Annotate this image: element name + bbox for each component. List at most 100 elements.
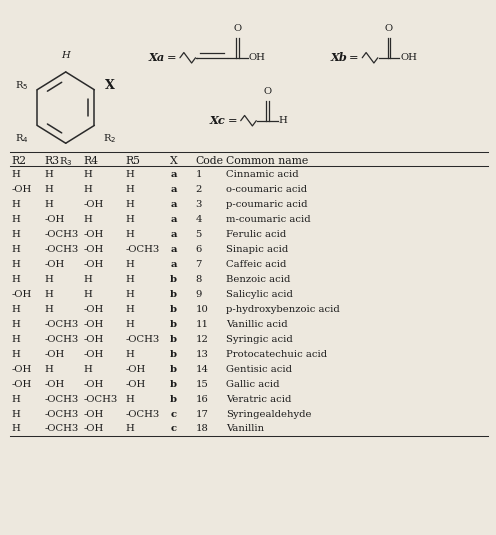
Text: Veratric acid: Veratric acid	[226, 395, 292, 403]
Text: -OH: -OH	[45, 380, 65, 388]
Text: -OH: -OH	[45, 350, 65, 359]
Text: 2: 2	[195, 186, 202, 194]
Text: R$_5$: R$_5$	[15, 79, 28, 92]
Text: a: a	[170, 171, 177, 179]
Text: H: H	[45, 201, 54, 209]
Text: H: H	[45, 275, 54, 284]
Text: -OH: -OH	[84, 230, 104, 239]
Text: H: H	[125, 350, 134, 359]
Text: c: c	[170, 424, 176, 433]
Text: p-hydroxybenzoic acid: p-hydroxybenzoic acid	[226, 305, 340, 314]
Text: 1: 1	[195, 171, 202, 179]
Text: H: H	[125, 424, 134, 433]
Text: -OH: -OH	[125, 365, 146, 374]
Text: -OH: -OH	[84, 350, 104, 359]
Text: =: =	[228, 116, 237, 126]
Text: b: b	[170, 320, 177, 329]
Text: Sinapic acid: Sinapic acid	[226, 245, 288, 254]
Text: O: O	[234, 24, 242, 33]
Text: a: a	[170, 245, 177, 254]
Text: H: H	[84, 275, 92, 284]
Text: -OCH3: -OCH3	[45, 410, 79, 418]
Text: b: b	[170, 290, 177, 299]
Text: -OH: -OH	[11, 365, 32, 374]
Text: -OH: -OH	[84, 410, 104, 418]
Text: -OCH3: -OCH3	[45, 230, 79, 239]
Text: H: H	[62, 51, 70, 60]
Text: H: H	[11, 350, 20, 359]
Text: p-coumaric acid: p-coumaric acid	[226, 201, 308, 209]
Text: -OH: -OH	[84, 380, 104, 388]
Text: H: H	[11, 410, 20, 418]
Text: b: b	[170, 365, 177, 374]
Text: R5: R5	[125, 156, 140, 166]
Text: -OCH3: -OCH3	[125, 335, 160, 344]
Text: 13: 13	[195, 350, 208, 359]
Text: 15: 15	[195, 380, 208, 388]
Text: 9: 9	[195, 290, 202, 299]
Text: H: H	[11, 305, 20, 314]
Text: H: H	[45, 186, 54, 194]
Text: Vanillic acid: Vanillic acid	[226, 320, 288, 329]
Text: H: H	[11, 245, 20, 254]
Text: H: H	[84, 290, 92, 299]
Text: -OH: -OH	[45, 260, 65, 269]
Text: H: H	[45, 365, 54, 374]
Text: Gentisic acid: Gentisic acid	[226, 365, 292, 374]
Text: H: H	[125, 290, 134, 299]
Text: H: H	[11, 260, 20, 269]
Text: H: H	[125, 230, 134, 239]
Text: Common name: Common name	[226, 156, 309, 166]
Text: 10: 10	[195, 305, 208, 314]
Text: 14: 14	[195, 365, 208, 374]
Text: a: a	[170, 260, 177, 269]
Text: 8: 8	[195, 275, 202, 284]
Text: Syringic acid: Syringic acid	[226, 335, 293, 344]
Text: R$_4$: R$_4$	[15, 132, 28, 144]
Text: H: H	[125, 320, 134, 329]
Text: H: H	[125, 201, 134, 209]
Text: H: H	[84, 215, 92, 224]
Text: H: H	[125, 171, 134, 179]
Text: -OH: -OH	[11, 186, 32, 194]
Text: -OH: -OH	[84, 320, 104, 329]
Text: H: H	[125, 215, 134, 224]
Text: OH: OH	[249, 54, 266, 62]
Text: a: a	[170, 215, 177, 224]
Text: 7: 7	[195, 260, 202, 269]
Text: H: H	[11, 230, 20, 239]
Text: Salicylic acid: Salicylic acid	[226, 290, 293, 299]
Text: a: a	[170, 186, 177, 194]
Text: H: H	[125, 305, 134, 314]
Text: -OCH3: -OCH3	[84, 395, 118, 403]
Text: R3: R3	[45, 156, 60, 166]
Text: =: =	[349, 53, 359, 63]
Text: -OCH3: -OCH3	[45, 320, 79, 329]
Text: o-coumaric acid: o-coumaric acid	[226, 186, 307, 194]
Text: c: c	[170, 410, 176, 418]
Text: 4: 4	[195, 215, 202, 224]
Text: R2: R2	[11, 156, 26, 166]
Text: H: H	[11, 335, 20, 344]
Text: -OCH3: -OCH3	[45, 395, 79, 403]
Text: Xa: Xa	[148, 52, 165, 63]
Text: -OH: -OH	[84, 245, 104, 254]
Text: -OCH3: -OCH3	[125, 410, 160, 418]
Text: H: H	[45, 290, 54, 299]
Text: 6: 6	[195, 245, 202, 254]
Text: -OH: -OH	[84, 260, 104, 269]
Text: -OCH3: -OCH3	[45, 335, 79, 344]
Text: -OCH3: -OCH3	[125, 245, 160, 254]
Text: -OH: -OH	[11, 290, 32, 299]
Text: Gallic acid: Gallic acid	[226, 380, 280, 388]
Text: -OH: -OH	[11, 380, 32, 388]
Text: H: H	[84, 186, 92, 194]
Text: O: O	[385, 24, 393, 33]
Text: H: H	[84, 365, 92, 374]
Text: H: H	[11, 395, 20, 403]
Text: Xb: Xb	[331, 52, 348, 63]
Text: 16: 16	[195, 395, 208, 403]
Text: -OH: -OH	[84, 424, 104, 433]
Text: -OCH3: -OCH3	[45, 424, 79, 433]
Text: b: b	[170, 380, 177, 388]
